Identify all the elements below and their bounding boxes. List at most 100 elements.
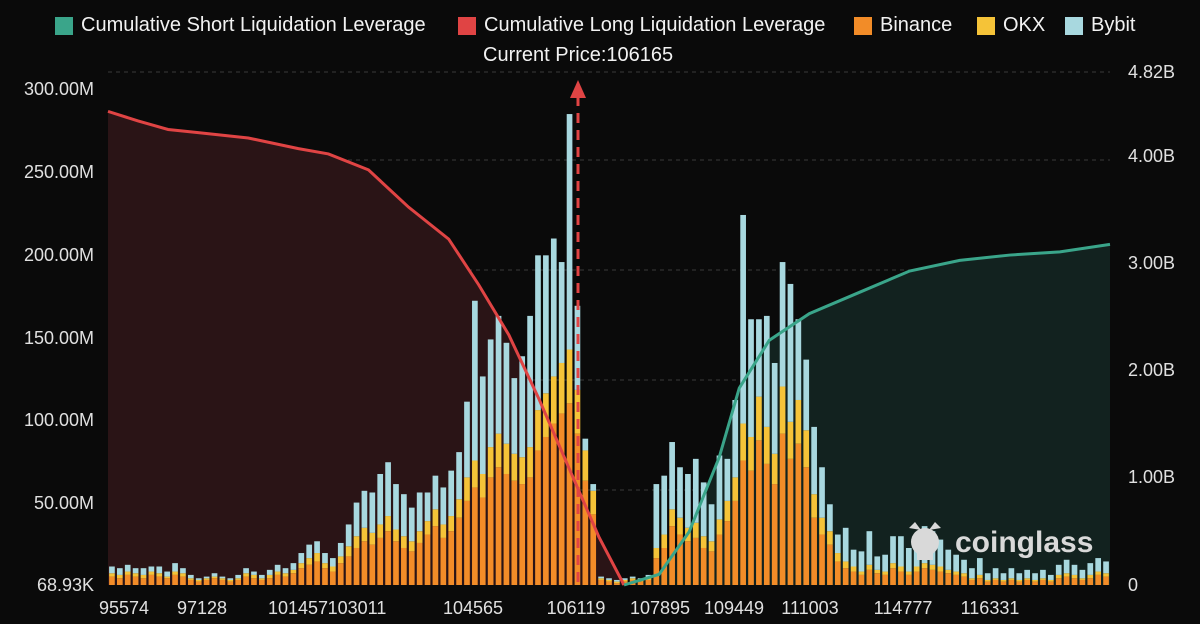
legend-item-binance[interactable]: Binance: [854, 14, 952, 37]
x-tick: 101457: [268, 598, 328, 618]
bar-okx: [929, 564, 936, 570]
bar-okx: [472, 460, 478, 488]
bar-bybit: [164, 571, 171, 577]
bar-bybit: [763, 315, 770, 427]
bar-binance: [116, 578, 123, 585]
legend-swatch-bybit: [1065, 16, 1083, 35]
legend-item-okx[interactable]: OKX: [977, 14, 1045, 37]
bar-okx: [661, 534, 668, 548]
bar-binance: [393, 541, 399, 585]
bar-binance: [322, 568, 328, 585]
bar-okx: [180, 573, 186, 577]
bar-bybit: [188, 574, 194, 579]
bar-okx: [763, 426, 770, 464]
bar-okx: [290, 569, 297, 574]
bar-okx: [377, 524, 384, 538]
bar-okx: [882, 571, 888, 575]
bar-bybit: [858, 551, 865, 572]
bar-bybit: [377, 473, 384, 525]
bar-bybit: [109, 566, 115, 574]
bar-bybit: [590, 484, 597, 491]
bar-bybit: [653, 484, 660, 548]
long-line: [107, 109, 626, 586]
bar-okx: [164, 576, 171, 579]
bar-okx: [298, 563, 305, 569]
bar-okx: [582, 450, 589, 481]
bar-binance: [424, 534, 431, 585]
bar-bybit: [771, 362, 778, 454]
bar-binance: [306, 564, 313, 585]
bar-bybit: [369, 492, 376, 533]
bar-bybit: [779, 262, 786, 387]
y-axis-left: 68.93K 50.00M 100.00M 150.00M 200.00M 250.00M…: [24, 79, 94, 595]
bar-okx: [140, 574, 147, 579]
y-right-tick: 0: [1128, 575, 1138, 595]
bar-bybit: [487, 339, 494, 448]
bar-bybit: [550, 238, 557, 377]
cumulative-areas: [108, 111, 1110, 586]
bar-bybit: [629, 576, 636, 579]
bar-okx: [1016, 579, 1023, 582]
bar-binance: [984, 581, 991, 585]
bar-binance: [203, 579, 210, 585]
bar-binance: [487, 477, 494, 585]
bar-bybit: [692, 458, 699, 523]
bar-okx: [811, 494, 817, 518]
bar-okx: [700, 536, 707, 548]
bar-bybit: [724, 458, 731, 501]
bar-bybit: [669, 442, 675, 510]
bar-binance: [195, 581, 202, 585]
bar-bybit: [898, 536, 904, 567]
y-left-tick: 250.00M: [24, 162, 94, 182]
bar-bybit: [685, 473, 691, 528]
bar-bybit: [1095, 558, 1102, 572]
legend-item-long[interactable]: Cumulative Long Liquidation Leverage: [458, 14, 825, 37]
long-area: [108, 111, 625, 585]
bar-bybit: [243, 568, 249, 574]
legend-item-short[interactable]: Cumulative Short Liquidation Leverage: [55, 14, 426, 37]
bar-bybit: [259, 574, 265, 579]
bar-bybit: [274, 564, 281, 572]
bar-binance: [408, 551, 415, 585]
bar-binance: [369, 544, 376, 585]
bar-okx: [961, 573, 967, 577]
bar-bybit: [290, 563, 297, 570]
bar-okx: [779, 386, 786, 434]
bar-binance: [976, 578, 983, 585]
bar-series: [109, 114, 1109, 585]
bar-binance: [653, 558, 660, 585]
bar-bybit: [440, 487, 447, 525]
bar-okx: [393, 529, 399, 542]
bar-binance: [961, 576, 967, 585]
bar-okx: [1024, 578, 1030, 580]
bar-binance: [109, 576, 115, 585]
bar-okx: [992, 578, 999, 580]
bar-okx: [803, 430, 810, 468]
bar-bybit: [361, 490, 368, 528]
current-price-arrow: [570, 80, 586, 98]
bar-binance: [771, 484, 778, 585]
bar-bybit: [203, 576, 210, 579]
bar-okx: [211, 576, 218, 579]
legend-item-bybit[interactable]: Bybit: [1065, 14, 1135, 37]
bar-okx: [1071, 574, 1078, 579]
bar-bybit: [1008, 568, 1015, 579]
bar-okx: [1040, 578, 1046, 580]
bar-okx: [274, 571, 281, 575]
x-tick: 103011: [328, 598, 387, 618]
bar-binance: [298, 568, 305, 585]
bar-bybit: [432, 475, 439, 510]
bar-bybit: [787, 283, 794, 422]
legend-label-long: Cumulative Long Liquidation Leverage: [484, 14, 826, 36]
bar-bybit: [582, 438, 589, 451]
bar-binance: [219, 579, 226, 585]
bar-binance: [763, 463, 770, 585]
bar-okx: [590, 490, 597, 515]
bar-bybit: [558, 262, 565, 363]
bar-bybit: [566, 114, 573, 350]
bar-okx: [827, 531, 833, 545]
bar-bybit: [621, 578, 628, 580]
bar-binance: [385, 531, 391, 585]
bar-bybit: [140, 568, 147, 575]
